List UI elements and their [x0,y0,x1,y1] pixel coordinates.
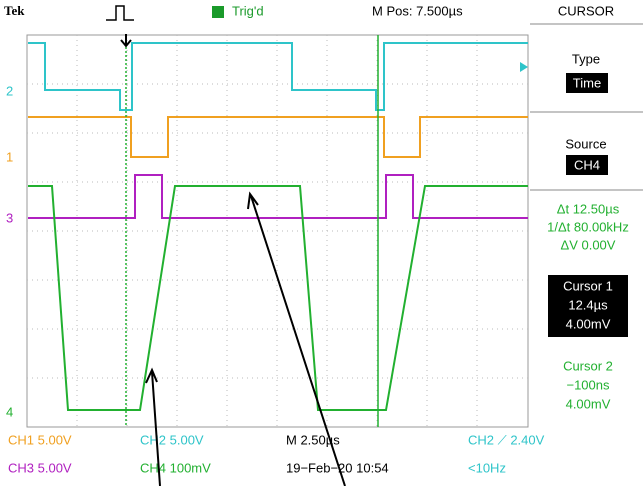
cursor1-label[interactable]: Cursor 1 [563,278,613,293]
cursor2-volts[interactable]: 4.00mV [566,396,611,411]
delta-v: ΔV 0.00V [561,237,616,252]
cursor2-label[interactable]: Cursor 2 [563,358,613,373]
ch4-readout: CH4 100mV [140,460,211,475]
ch3-readout: CH3 5.00V [8,460,72,475]
scope-screen: Tek Trig'd M Pos: 7.500µs CURSOR 2 1 3 4… [0,0,643,486]
channel-marker: 4 [6,404,13,419]
channel-marker: 3 [6,210,13,225]
position: M Pos: 7.500µs [372,3,463,18]
delta-t: Δt 12.50µs [557,201,620,216]
channel-marker: 1 [6,149,13,164]
cursor2-time[interactable]: −100ns [566,377,610,392]
trigger-status: Trig'd [232,3,264,18]
inv-delta-t: 1/Δt 80.00kHz [547,219,629,234]
cursor1-time[interactable]: 12.4µs [568,297,608,312]
cursor1-volts[interactable]: 4.00mV [566,316,611,331]
source-value[interactable]: CH4 [574,157,600,172]
brand: Tek [4,3,25,18]
type-value[interactable]: Time [573,75,601,90]
type-label[interactable]: Type [572,51,600,66]
frequency: <10Hz [468,460,506,475]
trigger-readout: CH2 ⟋ 2.40V [468,432,545,447]
source-label[interactable]: Source [565,136,606,151]
ch1-readout: CH1 5.00V [8,432,72,447]
ch2-readout: CH2 5.00V [140,432,204,447]
channel-marker: 2 [6,83,13,98]
menu-title: CURSOR [558,3,614,18]
trig-indicator [212,6,224,18]
